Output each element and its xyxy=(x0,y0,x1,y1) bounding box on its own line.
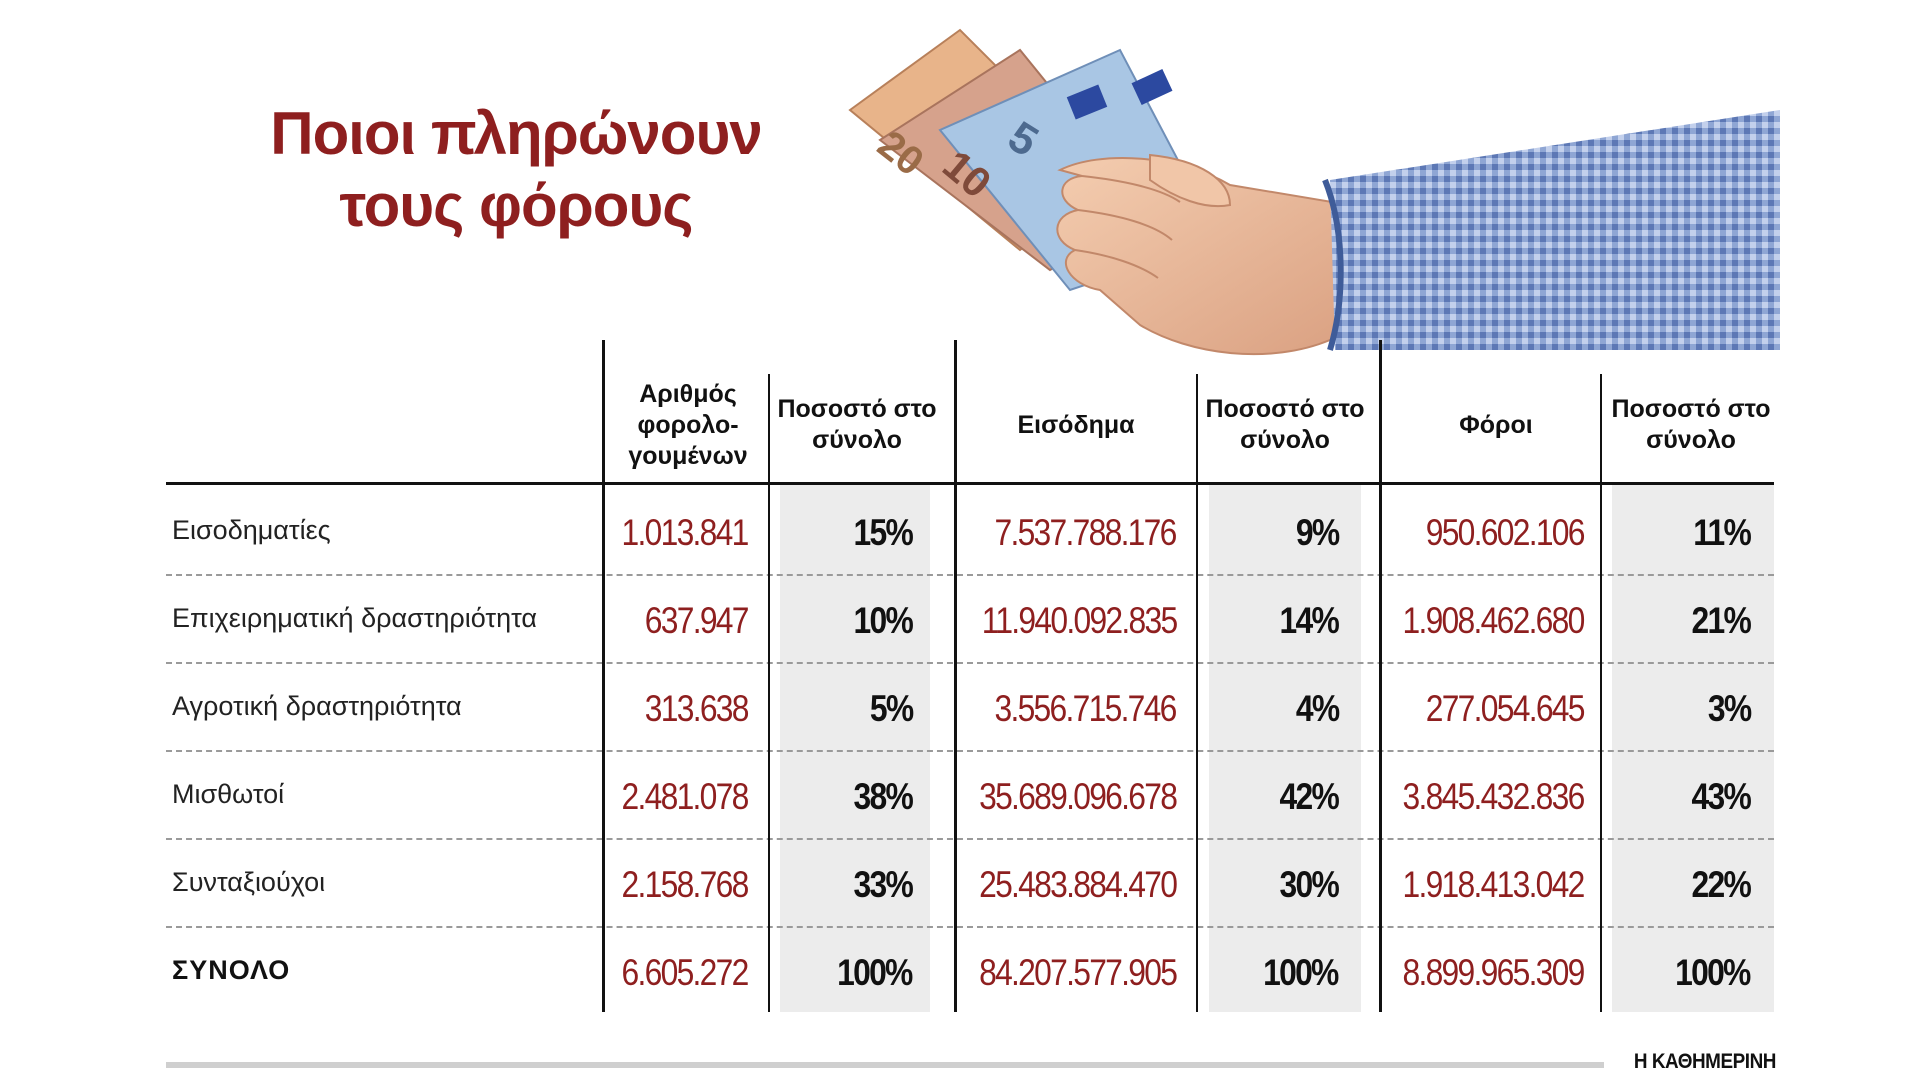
row-separator xyxy=(166,574,1774,576)
col-header-taxes: Φόροι xyxy=(1459,410,1533,439)
divider-sub-3 xyxy=(1600,374,1602,1012)
col-header-taxpayers: Αριθμός φορολο-γουμένων xyxy=(628,379,748,470)
value-cell: 25.483.884.470 xyxy=(978,864,1178,905)
page-title: Ποιοι πληρώνουν τους φόρους xyxy=(236,98,796,242)
value-cell: 1.918.413.042 xyxy=(1402,864,1586,905)
total-percent-cell: 100% xyxy=(837,952,913,993)
percent-cell: 21% xyxy=(1691,600,1751,641)
total-percent-cell: 100% xyxy=(1263,952,1339,993)
hand-holding-euro-banknotes-icon: 20 10 5 xyxy=(848,28,1780,356)
divider-sub-2 xyxy=(1196,374,1198,1012)
percent-cell: 43% xyxy=(1691,776,1751,817)
value-cell: 277.054.645 xyxy=(1425,688,1586,729)
percent-cell: 9% xyxy=(1295,512,1339,553)
value-cell: 3.556.715.746 xyxy=(994,688,1178,729)
row-label: Συνταξιούχοι xyxy=(172,867,326,897)
value-cell: 11.940.092.835 xyxy=(981,600,1177,641)
col-header-share-taxpayers: Ποσοστό στο σύνολο xyxy=(777,395,937,454)
percent-cell: 5% xyxy=(869,688,913,729)
value-cell: 1.013.841 xyxy=(621,512,750,553)
percent-cell: 4% xyxy=(1295,688,1339,729)
shade-col-3 xyxy=(1209,482,1361,1012)
shade-col-1 xyxy=(780,482,930,1012)
value-cell: 1.908.462.680 xyxy=(1402,600,1586,641)
total-value-cell: 84.207.577.905 xyxy=(978,952,1178,993)
title-line-1: Ποιοι πληρώνουν xyxy=(270,100,762,167)
percent-cell: 22% xyxy=(1691,864,1751,905)
value-cell: 950.602.106 xyxy=(1425,512,1586,553)
row-separator xyxy=(166,838,1774,840)
divider-2 xyxy=(954,340,957,1012)
tax-table: Αριθμός φορολο-γουμένων Ποσοστό στο σύνο… xyxy=(166,340,1774,1012)
percent-cell: 15% xyxy=(853,512,913,553)
percent-cell: 42% xyxy=(1279,776,1339,817)
col-header-income: Εισόδημα xyxy=(1017,410,1135,439)
value-cell: 7.537.788.176 xyxy=(994,512,1178,553)
header-rule xyxy=(166,482,1774,485)
total-value-cell: 8.899.965.309 xyxy=(1402,952,1586,993)
row-label: Επιχειρηματική δραστηριότητα xyxy=(172,603,537,633)
row-label: Εισοδηματίες xyxy=(172,515,331,545)
row-label: Μισθωτοί xyxy=(172,779,285,809)
row-separator xyxy=(166,750,1774,752)
col-header-share-taxes: Ποσοστό στο σύνολο xyxy=(1611,395,1771,454)
percent-cell: 14% xyxy=(1279,600,1339,641)
percent-cell: 11% xyxy=(1693,512,1751,553)
percent-cell: 3% xyxy=(1707,688,1751,729)
value-cell: 3.845.432.836 xyxy=(1402,776,1586,817)
value-cell: 637.947 xyxy=(645,600,750,641)
percent-cell: 30% xyxy=(1279,864,1339,905)
shade-col-5 xyxy=(1612,482,1774,1012)
title-line-2: τους φόρους xyxy=(339,172,693,239)
footer-bar xyxy=(166,1062,1604,1068)
row-label: Αγροτική δραστηριότητα xyxy=(172,691,462,721)
value-cell: 2.481.078 xyxy=(621,776,750,817)
row-separator xyxy=(166,926,1774,928)
value-cell: 35.689.096.678 xyxy=(978,776,1178,817)
percent-cell: 38% xyxy=(853,776,913,817)
row-separator xyxy=(166,662,1774,664)
divider-sub-1 xyxy=(768,374,770,1012)
percent-cell: 10% xyxy=(853,600,913,641)
divider-1 xyxy=(602,340,605,1012)
value-cell: 2.158.768 xyxy=(621,864,750,905)
divider-3 xyxy=(1379,340,1382,1012)
percent-cell: 33% xyxy=(853,864,913,905)
source-credit: Η ΚΑΘΗΜΕΡΙΝΗ xyxy=(1633,1050,1777,1073)
total-percent-cell: 100% xyxy=(1675,952,1751,993)
total-row-label: ΣΥΝΟΛΟ xyxy=(172,955,291,985)
total-value-cell: 6.605.272 xyxy=(621,952,750,993)
col-header-share-income: Ποσοστό στο σύνολο xyxy=(1205,395,1365,454)
value-cell: 313.638 xyxy=(645,688,750,729)
